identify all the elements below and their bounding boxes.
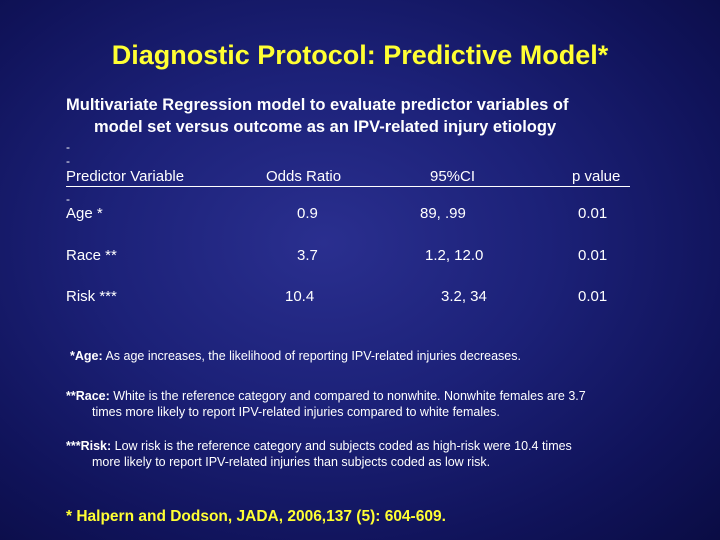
cell-p-value: 0.01 [578, 247, 608, 264]
dash-marker-2: - [66, 154, 70, 168]
cell-odds-ratio: 3.7 [297, 247, 318, 264]
dash-marker-1: - [66, 140, 70, 154]
footnote-age-label: *Age: [70, 349, 103, 363]
subtitle-line-1: Multivariate Regression model to evaluat… [66, 96, 569, 114]
footnote-risk-label: ***Risk: [66, 439, 112, 453]
dash-marker-3: - [66, 192, 70, 206]
cell-variable: Race ** [66, 247, 117, 264]
cell-p-value: 0.01 [578, 288, 608, 305]
cell-p-value: 0.01 [578, 205, 608, 222]
cell-ci: 3.2, 34 [441, 288, 487, 305]
cell-odds-ratio: 0.9 [297, 205, 318, 222]
cell-ci: 1.2, 12.0 [425, 247, 484, 264]
footnote-risk-text-1: Low risk is the reference category and s… [111, 439, 572, 453]
header-predictor-variable: Predictor Variable [66, 168, 185, 185]
footnote-race-text-2: times more likely to report IPV-related … [92, 405, 500, 419]
footnote-race-label: **Race: [66, 389, 110, 403]
cell-variable: Risk *** [66, 288, 117, 305]
header-p-value: p value [572, 168, 621, 185]
footnote-race-text-1: White is the reference category and comp… [109, 389, 586, 403]
subtitle-line-2: model set versus outcome as an IPV-relat… [94, 118, 557, 136]
footnote-age-text: As age increases, the likelihood of repo… [102, 349, 521, 363]
footnote-age: *Age: As age increases, the likelihood o… [70, 348, 521, 364]
slide-title: Diagnostic Protocol: Predictive Model* [111, 40, 609, 70]
header-95-ci: 95%CI [430, 168, 476, 185]
slide-subtitle: Multivariate Regression model to evaluat… [66, 94, 666, 138]
citation: * Halpern and Dodson, JADA, 2006,137 (5)… [66, 508, 446, 525]
footnote-race: **Race: White is the reference category … [66, 388, 666, 420]
footnote-risk-text-2: more likely to report IPV-related injuri… [92, 455, 491, 469]
cell-odds-ratio: 10.4 [285, 288, 315, 305]
cell-ci: 89, .99 [420, 205, 466, 222]
cell-variable: Age * [66, 205, 103, 222]
header-underline [66, 186, 630, 187]
footnote-risk: ***Risk: Low risk is the reference categ… [66, 438, 666, 470]
header-odds-ratio: Odds Ratio [266, 168, 342, 185]
